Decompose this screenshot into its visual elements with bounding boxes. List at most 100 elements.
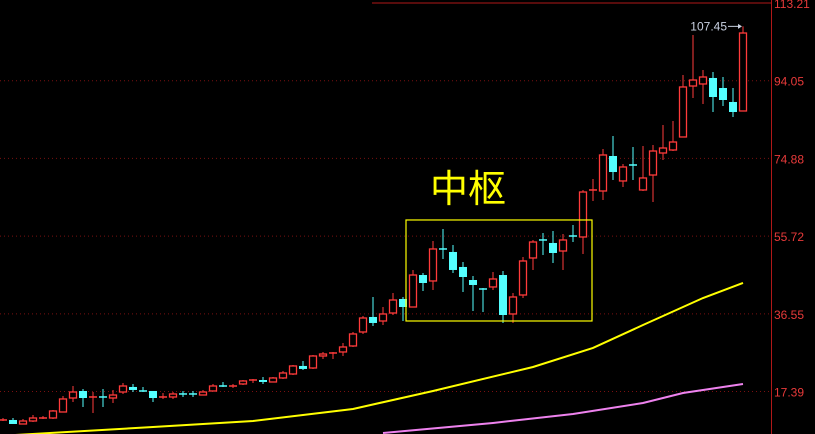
candle-body bbox=[208, 385, 218, 392]
candle bbox=[729, 87, 737, 117]
candle bbox=[79, 388, 87, 407]
candle-body bbox=[308, 355, 318, 369]
candle-body bbox=[18, 420, 28, 425]
price-tick-label: 94.05 bbox=[774, 75, 804, 89]
candle bbox=[0, 417, 7, 421]
candle-body bbox=[68, 391, 78, 399]
candle bbox=[28, 414, 38, 423]
candle-body bbox=[9, 419, 17, 424]
candle-body bbox=[399, 298, 407, 308]
candle bbox=[688, 34, 698, 99]
candle bbox=[288, 364, 298, 375]
candle bbox=[278, 370, 288, 379]
candle bbox=[299, 360, 307, 370]
candle-body bbox=[578, 191, 588, 238]
candle bbox=[629, 146, 637, 181]
candle bbox=[338, 342, 348, 356]
candle bbox=[358, 315, 368, 334]
candle bbox=[668, 121, 678, 152]
candle bbox=[139, 386, 147, 392]
candle bbox=[378, 307, 388, 326]
candle-body bbox=[678, 86, 688, 138]
candle bbox=[18, 418, 28, 425]
candle bbox=[609, 136, 617, 181]
candle-body bbox=[638, 177, 648, 191]
candle bbox=[479, 287, 487, 312]
candle-body bbox=[238, 380, 248, 385]
candle bbox=[598, 148, 608, 200]
candle bbox=[149, 390, 157, 402]
candle-body bbox=[719, 87, 727, 100]
candle bbox=[238, 379, 248, 385]
candle bbox=[308, 354, 318, 369]
candle-body bbox=[419, 275, 427, 283]
candle bbox=[488, 272, 498, 290]
candle bbox=[558, 233, 568, 270]
candle-body bbox=[79, 390, 87, 398]
candle bbox=[168, 391, 178, 399]
candle bbox=[9, 417, 17, 424]
candle-body bbox=[268, 377, 278, 383]
candle bbox=[388, 292, 398, 315]
candle bbox=[268, 376, 278, 383]
candle-body bbox=[618, 166, 628, 182]
candle-body bbox=[709, 77, 717, 97]
candle-body bbox=[449, 251, 457, 270]
candle bbox=[369, 296, 377, 326]
candle-body bbox=[348, 333, 358, 347]
candle bbox=[408, 269, 418, 308]
candle-body bbox=[729, 101, 737, 112]
candle bbox=[539, 232, 547, 255]
candle-body bbox=[488, 278, 498, 288]
candle-body bbox=[388, 299, 398, 314]
candle-body bbox=[278, 372, 288, 379]
candle bbox=[469, 275, 477, 311]
candle-body bbox=[288, 365, 298, 375]
candle bbox=[738, 26, 748, 112]
candle-body bbox=[58, 398, 68, 413]
grid-lines bbox=[0, 80, 771, 393]
candle-body bbox=[508, 296, 518, 315]
candle bbox=[58, 395, 68, 413]
candle-body bbox=[299, 365, 307, 369]
candle-body bbox=[408, 274, 418, 308]
candle bbox=[709, 72, 717, 112]
candle bbox=[518, 257, 528, 299]
candle-body bbox=[738, 32, 748, 112]
candle bbox=[648, 145, 658, 202]
candle-body bbox=[108, 394, 118, 399]
candle bbox=[129, 383, 137, 392]
candle bbox=[569, 225, 577, 243]
candle-body bbox=[48, 410, 58, 419]
price-tick-label: 113.21 bbox=[774, 0, 810, 11]
price-tick-label: 74.88 bbox=[774, 152, 804, 166]
candle-body bbox=[149, 390, 157, 398]
candle-body bbox=[369, 316, 377, 323]
candle bbox=[108, 389, 118, 403]
candle-body bbox=[598, 154, 608, 192]
candle bbox=[449, 245, 457, 273]
candle-body bbox=[698, 76, 708, 85]
candle-body bbox=[688, 79, 698, 87]
candle bbox=[68, 385, 78, 402]
candle-body bbox=[518, 260, 528, 296]
candle-body bbox=[118, 385, 128, 393]
candle bbox=[189, 390, 197, 397]
candle bbox=[439, 228, 447, 259]
candle-body bbox=[528, 241, 538, 259]
candle bbox=[638, 145, 648, 191]
candle-body bbox=[558, 239, 568, 252]
price-axis: 113.21 94.05 74.88 55.72 36.55 17.39 bbox=[774, 0, 810, 400]
candle bbox=[48, 410, 58, 419]
candle bbox=[618, 163, 628, 187]
candle bbox=[658, 125, 668, 161]
candle bbox=[89, 391, 97, 414]
candle-body bbox=[549, 242, 557, 253]
candle bbox=[99, 388, 107, 407]
candle bbox=[499, 270, 507, 323]
candle bbox=[508, 292, 518, 323]
candle bbox=[399, 296, 407, 321]
candle bbox=[428, 240, 438, 290]
candle bbox=[39, 415, 47, 419]
candle-body bbox=[338, 346, 348, 353]
